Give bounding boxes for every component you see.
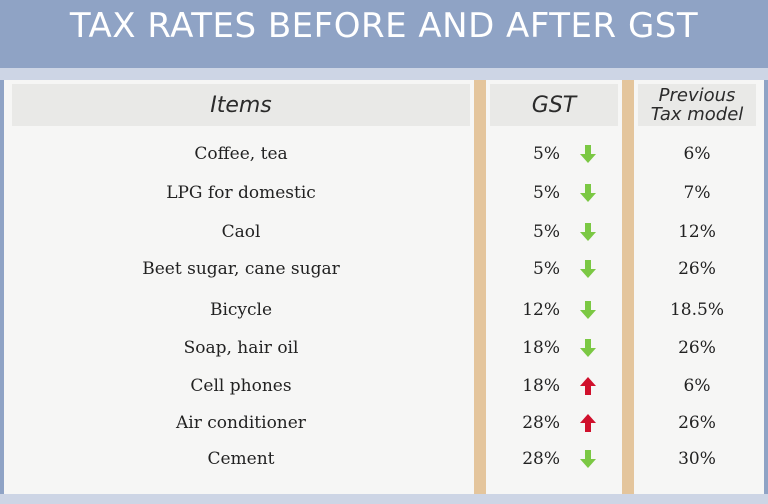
table-row: LPG for domestic 5% 7% [0,175,768,211]
column-divider-left [474,80,486,494]
arrow-down-icon [578,222,598,242]
gst-rate: 18% [522,376,560,396]
gst-rate: 28% [522,449,560,469]
arrow-down-icon [578,338,598,358]
item-name: Cell phones [190,376,292,396]
gst-rate: 28% [522,413,560,433]
item-name: Bicycle [209,300,273,320]
table-row: Soap, hair oil 18% 26% [0,330,768,366]
previous-rate: 6% [683,376,711,396]
gst-rate: 12% [522,300,560,320]
arrow-down-icon [578,300,598,320]
item-name: Cement [207,449,275,469]
table-row: Caol 5% 12% [0,214,768,250]
item-name: Coffee, tea [194,144,288,164]
previous-rate: 30% [678,449,716,469]
column-header-previous-line1: Previous [658,85,736,106]
previous-rate: 6% [683,144,711,164]
page-title: TAX RATES BEFORE AND AFTER GST [69,6,699,46]
previous-rate: 12% [678,222,716,242]
arrow-down-icon [578,449,598,469]
previous-rate: 26% [678,259,716,279]
previous-rate: 18.5% [669,300,724,320]
column-header-items: Items [12,84,470,126]
previous-rate: 26% [678,413,716,433]
table-row: Air conditioner 28% 26% [0,405,768,441]
table-row: Coffee, tea 5% 6% [0,136,768,172]
table-row: Cement 28% 30% [0,441,768,477]
gst-rate: 5% [533,259,560,279]
arrow-up-icon [578,413,598,433]
footer-band [0,494,768,504]
table-row: Bicycle 12% 18.5% [0,292,768,328]
gst-rate: 18% [522,338,560,358]
previous-rate: 26% [678,338,716,358]
arrow-up-icon [578,376,598,396]
arrow-down-icon [578,259,598,279]
header-divider-band [0,68,768,80]
header-bar: TAX RATES BEFORE AND AFTER GST [0,0,768,68]
item-name: Caol [221,222,261,242]
column-header-previous: Previous Tax model [638,84,756,126]
arrow-down-icon [578,183,598,203]
previous-rate: 7% [683,183,711,203]
column-header-gst: GST [490,84,618,126]
column-header-previous-line2: Tax model [650,104,744,125]
arrow-down-icon [578,144,598,164]
column-divider-right [622,80,634,494]
gst-rate: 5% [533,144,560,164]
item-name: Beet sugar, cane sugar [142,259,340,279]
item-name: Soap, hair oil [183,338,299,358]
table-row: Beet sugar, cane sugar 5% 26% [0,251,768,287]
table-panel [4,80,764,494]
item-name: LPG for domestic [166,183,316,203]
item-name: Air conditioner [176,413,306,433]
table-row: Cell phones 18% 6% [0,368,768,404]
gst-rate: 5% [533,222,560,242]
gst-rate: 5% [533,183,560,203]
